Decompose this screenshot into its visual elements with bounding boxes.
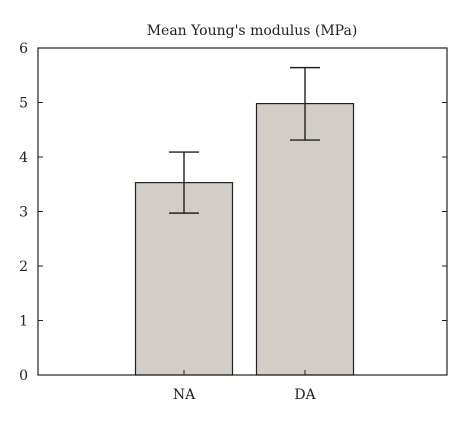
x-tick-label-da: DA (294, 387, 316, 403)
y-tick-label: 0 (19, 368, 28, 384)
y-tick-label: 6 (19, 41, 28, 57)
y-tick-label: 5 (19, 96, 28, 112)
y-tick-label: 1 (19, 314, 28, 330)
error-bars-group (169, 66, 320, 214)
x-axis-ticks: NA DA (173, 370, 317, 403)
y-tick-label: 3 (19, 205, 28, 221)
y-tick-label: 2 (19, 259, 28, 275)
bars-group (134, 102, 355, 376)
chart-title: Mean Young's modulus (MPa) (147, 23, 358, 39)
x-tick-label-na: NA (173, 387, 196, 403)
bar-da (255, 102, 355, 376)
plot-frame (37, 47, 448, 376)
y-tick-label: 4 (19, 150, 28, 166)
bar-na (134, 182, 234, 376)
y-axis-ticks: 0 1 2 3 4 5 6 (19, 41, 447, 384)
